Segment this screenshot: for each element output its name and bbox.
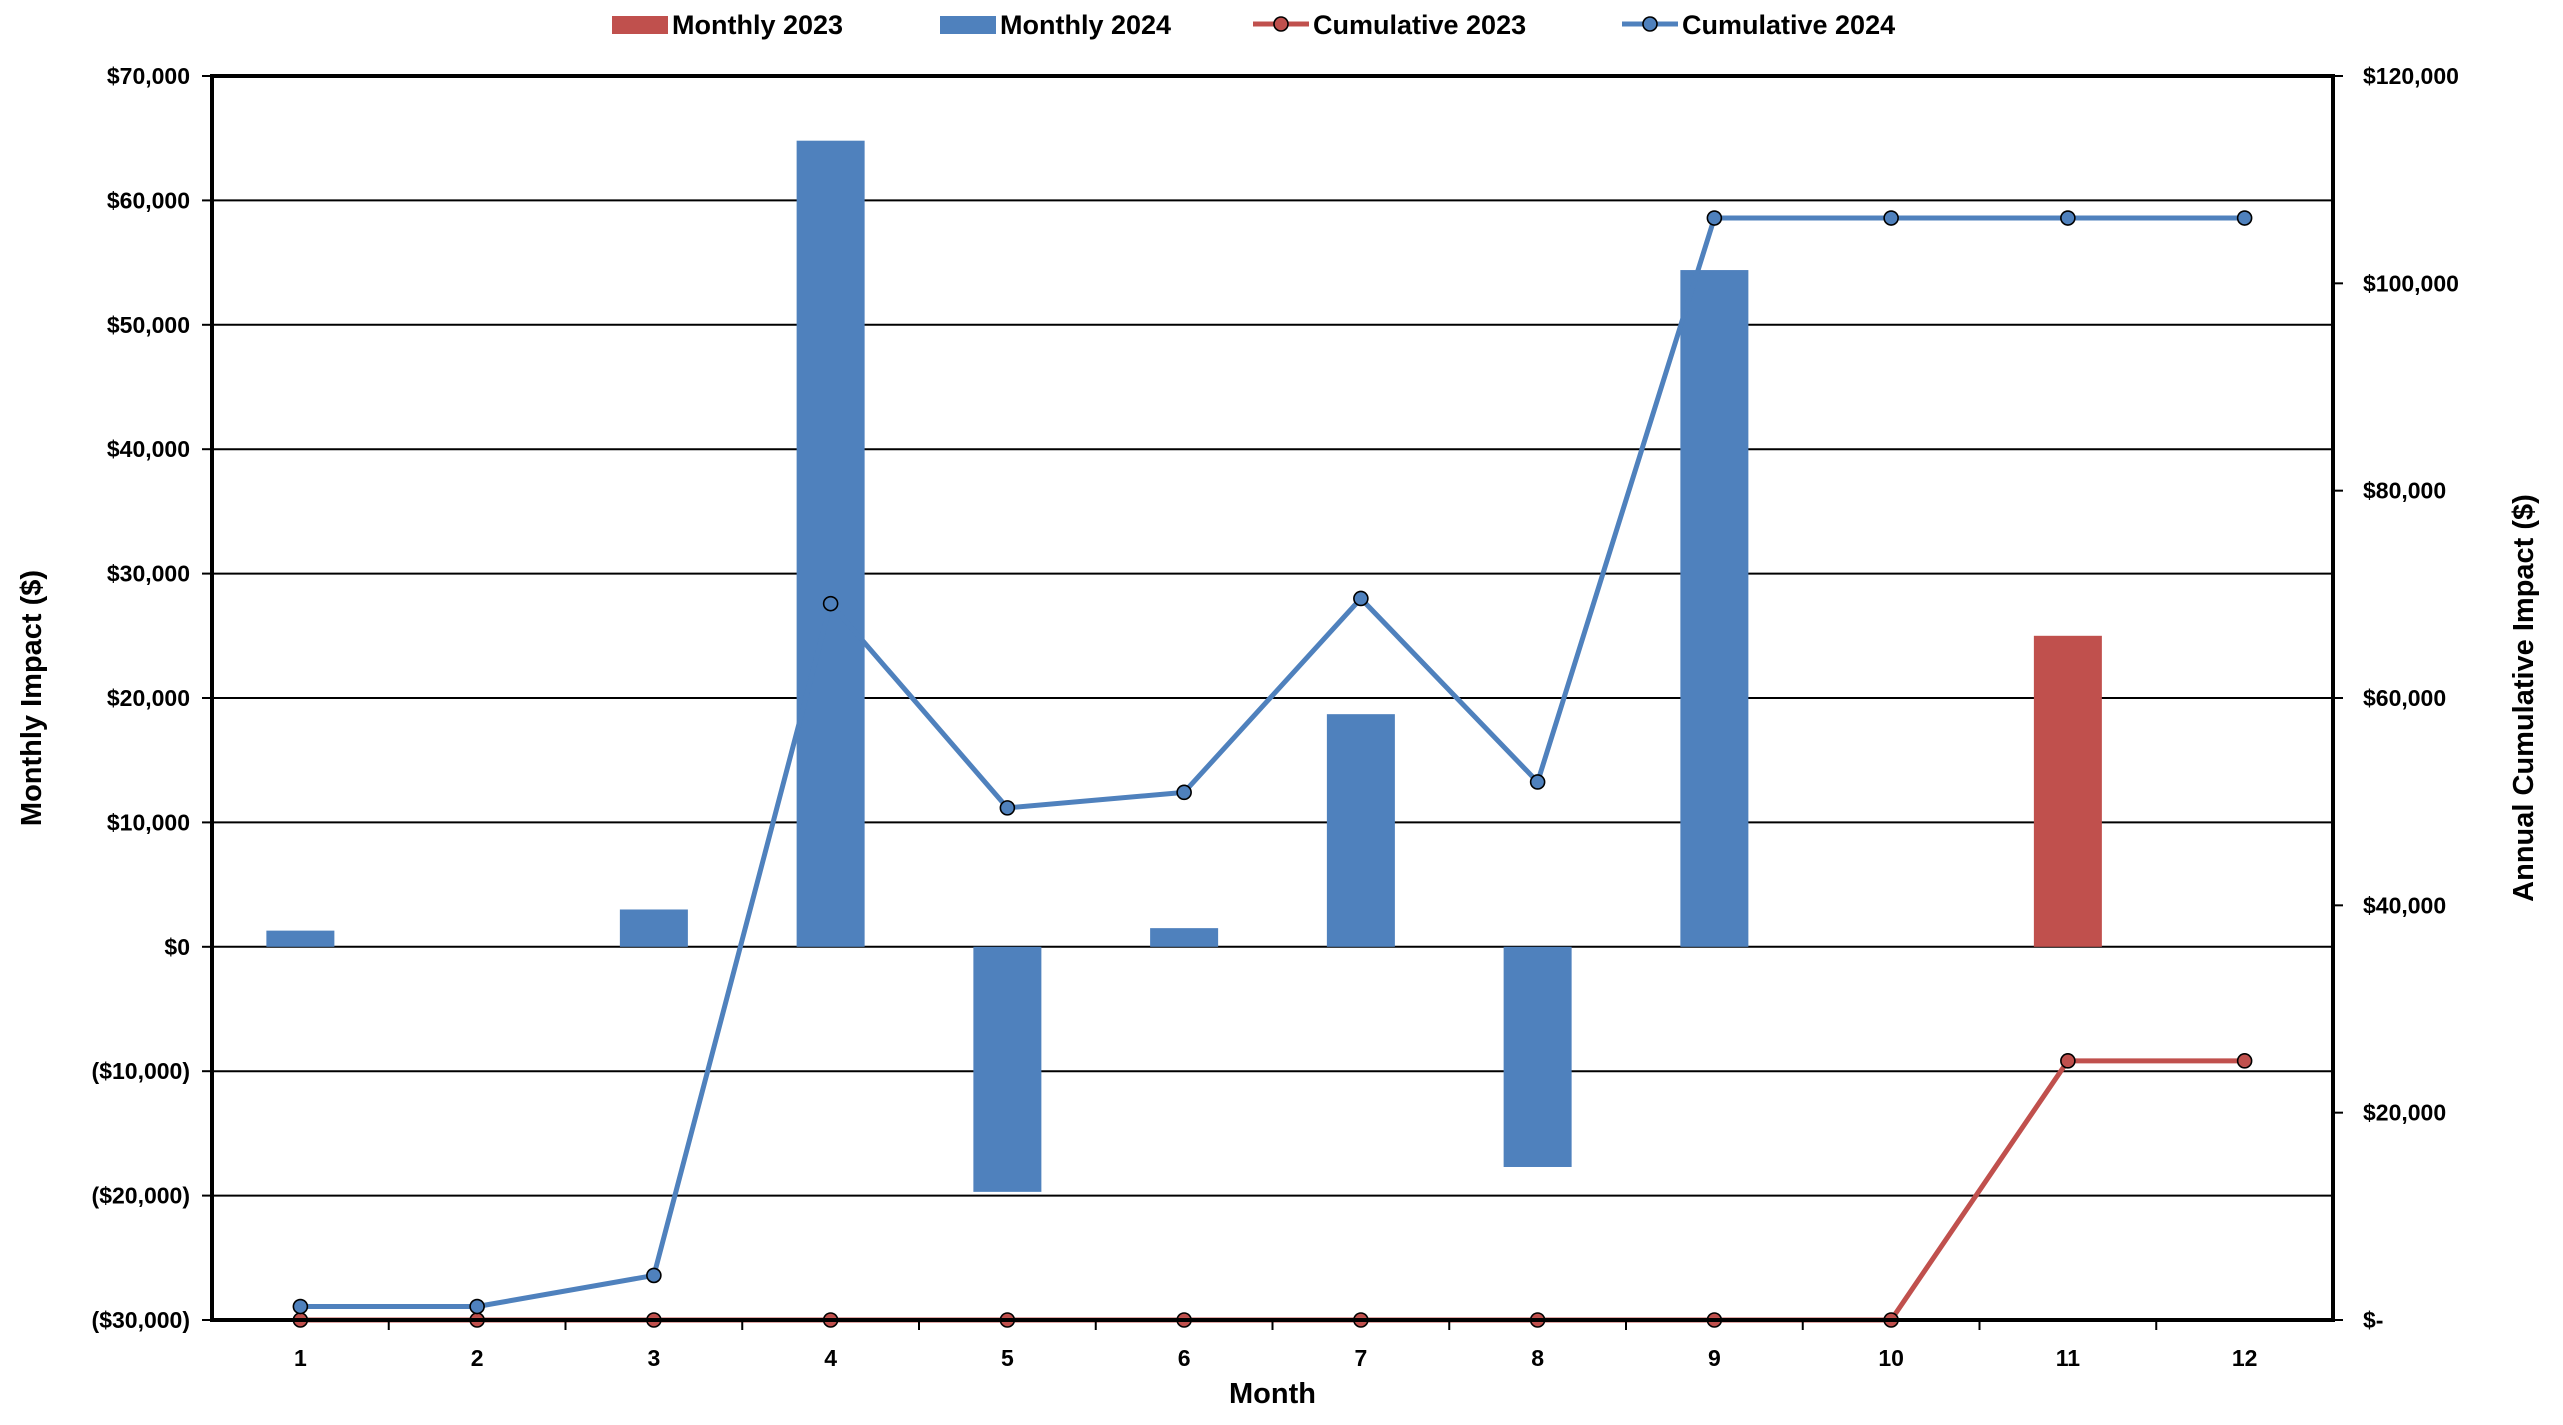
point-cumulative-2024 <box>2060 210 2076 226</box>
bar-monthly-2024 <box>796 140 865 947</box>
legend-label: Cumulative 2023 <box>1313 10 1526 40</box>
point-cumulative-2024 <box>1883 210 1899 226</box>
point-cumulative-2024 <box>1529 774 1546 790</box>
bar-monthly-2024 <box>1680 270 1749 947</box>
y2-tick-label: $- <box>2363 1307 2383 1333</box>
legend-marker <box>1273 16 1289 32</box>
y2-axis-title: Annual Cumulative Impact ($) <box>2508 494 2540 902</box>
y-tick-label: $50,000 <box>107 312 190 338</box>
point-cumulative-2024 <box>1353 590 1369 607</box>
y-tick-label: ($10,000) <box>92 1058 190 1084</box>
y-tick-label: $20,000 <box>107 685 190 711</box>
y2-tick-label: $60,000 <box>2363 685 2446 711</box>
bar-monthly-2024 <box>1150 928 1219 947</box>
legend-swatch <box>612 16 668 34</box>
point-cumulative-2024 <box>469 1298 485 1315</box>
y2-axis-ticks: $120,000 $100,000 $80,000 $60,000 $40,000 $20… <box>2333 63 2459 1333</box>
legend-label: Monthly 2023 <box>672 10 843 40</box>
line-cumulative-2024 <box>300 215 2245 1310</box>
y-tick-label: $0 <box>164 934 190 960</box>
legend-item-monthly-2023: Monthly 2023 <box>612 10 843 40</box>
bar-monthly-2023 <box>2033 635 2102 947</box>
x-tick-label: 6 <box>1178 1345 1191 1371</box>
y2-tick-label: $100,000 <box>2363 270 2459 296</box>
y-tick-label: $10,000 <box>107 809 190 835</box>
y2-tick-label: $20,000 <box>2363 1100 2446 1126</box>
bar-monthly-2024 <box>1503 946 1572 1167</box>
x-tick-label: 4 <box>824 1345 837 1371</box>
point-cumulative-2024 <box>2236 210 2253 226</box>
point-cumulative-2024 <box>1176 784 1192 801</box>
bar-monthly-2024 <box>266 930 335 947</box>
legend-swatch <box>940 16 996 34</box>
legend-item-cumulative-2023: Cumulative 2023 <box>1253 10 1526 40</box>
legend: Monthly 2023 Monthly 2024 Cumulative 2023 C… <box>612 10 1895 40</box>
x-tick-label: 5 <box>1001 1345 1014 1371</box>
y2-tick-label: $120,000 <box>2363 63 2459 89</box>
x-tick-label: 2 <box>471 1345 484 1371</box>
x-tick-label: 7 <box>1354 1345 1367 1371</box>
x-tick-label: 1 <box>294 1345 307 1371</box>
x-axis-title: Month <box>1229 1378 1316 1410</box>
x-tick-label: 11 <box>2056 1345 2081 1371</box>
x-tick-label: 10 <box>1878 1345 1904 1371</box>
y-axis-title: Monthly Impact ($) <box>16 570 48 826</box>
bars <box>266 140 2102 1192</box>
y2-tick-label: $40,000 <box>2363 892 2446 918</box>
point-cumulative-2024 <box>999 800 1016 816</box>
y-tick-label: $70,000 <box>107 63 190 89</box>
point-cumulative-2023 <box>2060 1053 2076 1069</box>
point-cumulative-2024 <box>822 595 839 612</box>
legend-label: Monthly 2024 <box>1000 10 1171 40</box>
y-tick-label: $40,000 <box>107 436 190 462</box>
point-cumulative-2024 <box>646 1267 662 1284</box>
point-cumulative-2024 <box>1706 210 1723 226</box>
legend-marker <box>1642 16 1658 32</box>
y-tick-label: ($30,000) <box>92 1307 190 1333</box>
point-cumulative-2024 <box>292 1298 309 1315</box>
x-tick-label: 12 <box>2232 1345 2258 1371</box>
point-cumulative-2023 <box>2236 1053 2253 1069</box>
y-tick-label: $60,000 <box>107 187 190 213</box>
x-tick-label: 8 <box>1531 1345 1544 1371</box>
line-cumulative-2023 <box>300 1058 2245 1323</box>
bar-monthly-2024 <box>619 909 688 947</box>
y-axis-ticks: $70,000 $60,000 $50,000 $40,000 $30,000 $20,0… <box>92 63 212 1333</box>
legend-item-monthly-2024: Monthly 2024 <box>940 10 1171 40</box>
y-tick-label: $30,000 <box>107 561 190 587</box>
legend-label: Cumulative 2024 <box>1682 10 1895 40</box>
y2-tick-label: $80,000 <box>2363 478 2446 504</box>
lines <box>292 210 2253 1328</box>
legend-item-cumulative-2024: Cumulative 2024 <box>1622 10 1895 40</box>
y-tick-label: ($20,000) <box>92 1183 190 1209</box>
bar-monthly-2024 <box>973 946 1042 1192</box>
x-axis-ticks: 1 2 3 4 5 6 7 8 9 10 11 12 <box>294 1320 2257 1371</box>
bar-monthly-2024 <box>1326 714 1395 947</box>
x-tick-label: 9 <box>1708 1345 1721 1371</box>
x-tick-label: 3 <box>647 1345 660 1371</box>
